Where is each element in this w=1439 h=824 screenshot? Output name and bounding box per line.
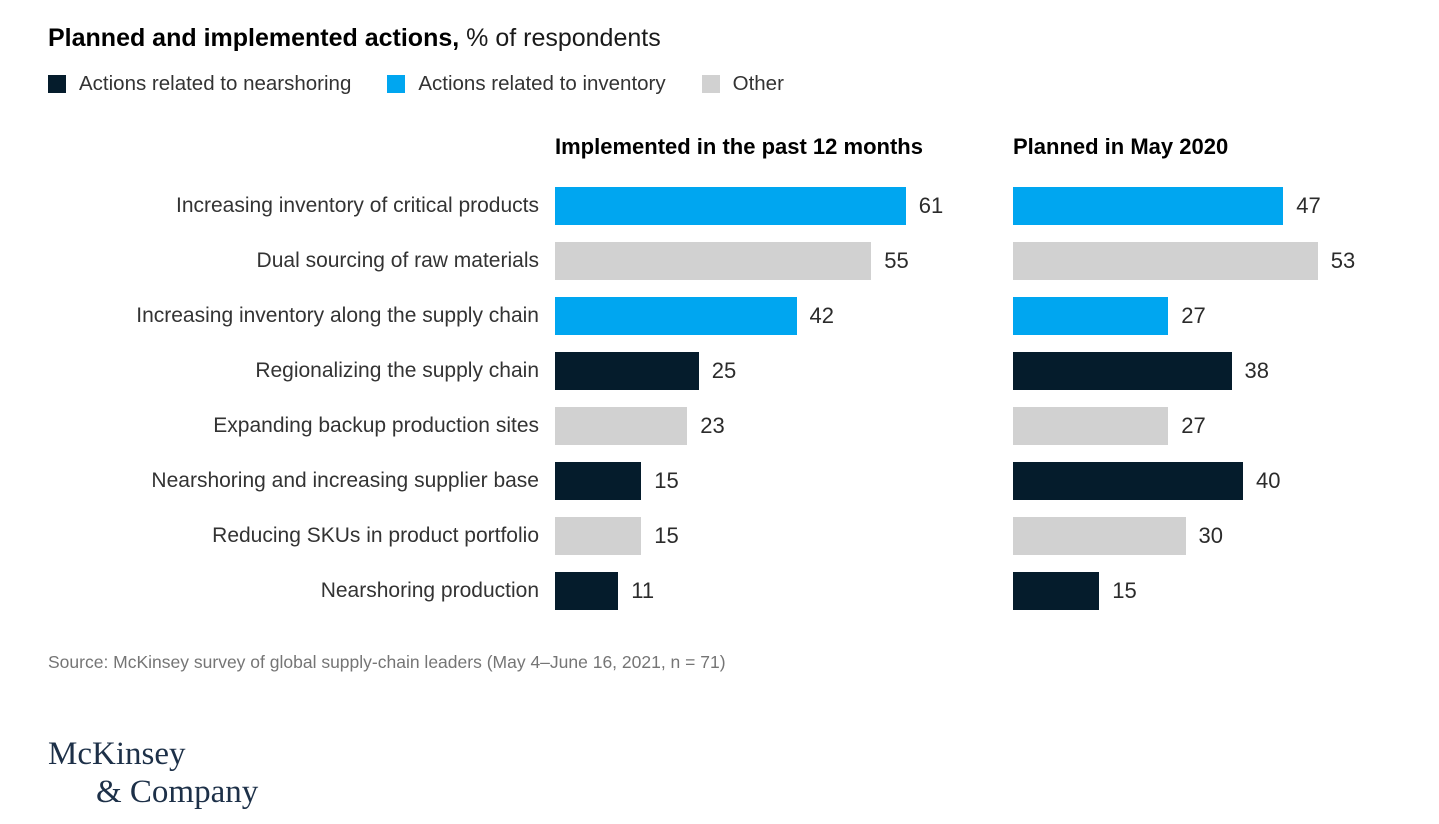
chart-row: Dual sourcing of raw materials 55 53 [48, 233, 1391, 288]
column-header-implemented: Implemented in the past 12 months [555, 134, 923, 159]
legend-item: Actions related to inventory [387, 72, 666, 96]
bar [1013, 241, 1318, 280]
bar [555, 516, 642, 555]
bar [1013, 186, 1284, 225]
bar-chart: Increasing inventory of critical product… [48, 178, 1391, 618]
bar-value: 61 [918, 192, 944, 218]
legend-swatch-icon [387, 75, 406, 93]
bar [555, 571, 619, 610]
mckinsey-logo: McKinsey & Company [48, 735, 1391, 811]
bar-value: 30 [1198, 522, 1223, 548]
bar-value: 42 [809, 302, 834, 328]
chart-row: Nearshoring production 11 15 [48, 563, 1391, 618]
bar-value: 55 [884, 247, 909, 273]
page-title-subtitle: % of respondents [459, 24, 661, 52]
bar-value: 11 [631, 577, 655, 603]
logo-line2: & Company [96, 774, 259, 810]
legend-swatch-icon [701, 75, 720, 93]
legend-label: Actions related to nearshoring [79, 72, 352, 95]
chart-row: Increasing inventory along the supply ch… [48, 288, 1391, 343]
bar-value: 27 [1181, 412, 1206, 438]
planned-panel: 27 [1013, 296, 1391, 335]
legend: Actions related to nearshoring Actions re… [48, 72, 1391, 96]
bar [555, 241, 872, 280]
implemented-panel: 42 [555, 296, 1013, 335]
bar-value: 15 [1112, 577, 1137, 603]
planned-panel: 27 [1013, 406, 1391, 445]
implemented-panel: 55 [555, 241, 1013, 280]
legend-label: Actions related to inventory [418, 72, 666, 95]
chart-row: Regionalizing the supply chain 25 38 [48, 343, 1391, 398]
category-label: Increasing inventory along the supply ch… [136, 303, 539, 327]
implemented-panel: 11 [555, 571, 1013, 610]
legend-item: Actions related to nearshoring [48, 72, 351, 96]
implemented-panel: 25 [555, 351, 1013, 390]
bar-value: 40 [1256, 467, 1281, 493]
bar [555, 406, 688, 445]
bar [1013, 571, 1100, 610]
chart-row: Reducing SKUs in product portfolio 15 30 [48, 508, 1391, 563]
bar-value: 53 [1330, 247, 1356, 273]
bar [1013, 296, 1169, 335]
page-title: Planned and implemented actions, % of re… [48, 24, 1391, 53]
bar [555, 351, 699, 390]
legend-item: Other [701, 72, 784, 96]
bar-value: 15 [654, 522, 679, 548]
bar-value: 25 [711, 357, 737, 383]
category-label: Increasing inventory of critical product… [176, 193, 539, 217]
category-label: Nearshoring and increasing supplier base [151, 468, 539, 492]
planned-panel: 30 [1013, 516, 1391, 555]
page-title-main: Planned and implemented actions, [48, 24, 460, 52]
category-label: Dual sourcing of raw materials [256, 248, 539, 272]
bar [1013, 351, 1232, 390]
bar-value: 27 [1181, 302, 1206, 328]
implemented-panel: 61 [555, 186, 1013, 225]
bar [555, 296, 797, 335]
bar-value: 38 [1244, 357, 1269, 383]
chart-row: Expanding backup production sites 23 27 [48, 398, 1391, 453]
logo-line1: McKinsey [48, 736, 186, 772]
column-headers: Implemented in the past 12 months Planne… [48, 134, 1391, 160]
legend-label: Other [732, 72, 784, 95]
column-header-planned: Planned in May 2020 [1013, 134, 1229, 159]
planned-panel: 38 [1013, 351, 1391, 390]
implemented-panel: 15 [555, 461, 1013, 500]
bar-value: 23 [700, 412, 725, 438]
chart-row: Nearshoring and increasing supplier base… [48, 453, 1391, 508]
implemented-panel: 15 [555, 516, 1013, 555]
planned-panel: 15 [1013, 571, 1391, 610]
implemented-panel: 23 [555, 406, 1013, 445]
planned-panel: 53 [1013, 241, 1391, 280]
chart-row: Increasing inventory of critical product… [48, 178, 1391, 233]
bar [1013, 406, 1169, 445]
planned-panel: 47 [1013, 186, 1391, 225]
legend-swatch-icon [48, 75, 66, 93]
category-label: Nearshoring production [320, 578, 539, 602]
bar [555, 186, 906, 225]
category-label: Reducing SKUs in product portfolio [212, 523, 539, 547]
header-spacer [48, 134, 555, 160]
category-label: Regionalizing the supply chain [255, 358, 539, 382]
bar [555, 461, 642, 500]
bar [1013, 516, 1186, 555]
bar [1013, 461, 1243, 500]
bar-value: 47 [1296, 192, 1321, 218]
bar-value: 15 [654, 467, 679, 493]
category-label: Expanding backup production sites [213, 413, 539, 437]
source-note: Source: McKinsey survey of global supply… [48, 652, 726, 672]
planned-panel: 40 [1013, 461, 1391, 500]
